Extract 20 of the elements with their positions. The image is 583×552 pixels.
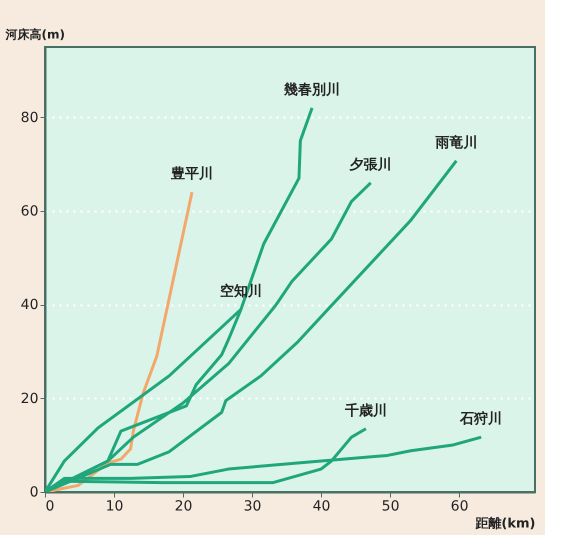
- x-tick-label: 60: [450, 498, 468, 514]
- y-tick-label: 40: [20, 297, 38, 314]
- y-tick-label: 20: [20, 390, 38, 407]
- x-tick-label: 10: [106, 498, 124, 514]
- x-tick-label: 50: [382, 498, 400, 514]
- series-label: 雨竜川: [434, 134, 478, 151]
- y-tick-label: 80: [20, 110, 38, 126]
- series-label: 千歳川: [344, 402, 387, 419]
- series-label: 石狩川: [459, 410, 502, 428]
- y-tick-label: 60: [20, 203, 38, 220]
- series-label: 夕張川: [348, 156, 392, 173]
- series-label: 幾春別川: [283, 82, 340, 98]
- y-axis-title: 河床高(m): [4, 28, 65, 42]
- series-label: 豊平川: [170, 166, 213, 182]
- x-tick-label: 0: [46, 498, 54, 514]
- y-tick-label: 0: [30, 484, 38, 500]
- x-tick-label: 40: [312, 498, 330, 514]
- x-tick-label: 20: [174, 498, 192, 514]
- x-tick-label: 30: [244, 498, 262, 514]
- x-axis-title: 距離(km): [474, 516, 536, 532]
